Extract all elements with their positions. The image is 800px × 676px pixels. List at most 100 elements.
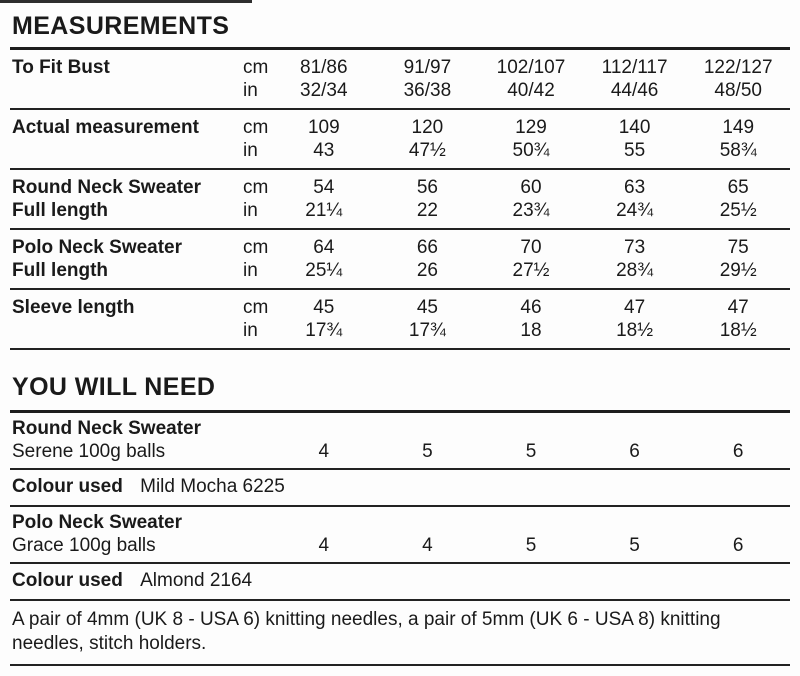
table-row-sleeve-length: Sleeve length cm 45 45 46 47 47 in 17¾ 1… bbox=[10, 290, 790, 348]
cell-value: 81/86 bbox=[300, 57, 348, 78]
divider bbox=[10, 410, 790, 413]
needles-note: A pair of 4mm (UK 8 - USA 6) knitting ne… bbox=[12, 609, 721, 654]
cell-value: 48/50 bbox=[714, 80, 762, 101]
cell-value: 102/107 bbox=[496, 57, 566, 78]
balls-count: 5 bbox=[422, 441, 433, 462]
cell-value: 129 bbox=[515, 117, 547, 138]
cell-value: 63 bbox=[624, 177, 646, 198]
row-label-line2: Full length bbox=[12, 260, 109, 281]
row-label: To Fit Bust bbox=[12, 57, 110, 78]
divider bbox=[10, 505, 790, 507]
cell-value: 45 bbox=[416, 297, 438, 318]
cell-value: 66 bbox=[416, 237, 438, 258]
unit-in: in bbox=[243, 80, 258, 101]
colour-used-label: Colour used bbox=[12, 476, 123, 497]
balls-count: 5 bbox=[525, 535, 537, 556]
cell-value: 47½ bbox=[408, 140, 446, 161]
divider bbox=[10, 348, 790, 350]
cell-value: 46 bbox=[520, 297, 542, 318]
scan-artifact bbox=[0, 0, 252, 3]
divider bbox=[10, 228, 790, 230]
divider bbox=[10, 664, 790, 666]
row-label-line2 bbox=[10, 79, 243, 102]
colour-used-value: Almond 2164 bbox=[140, 570, 253, 591]
garment-name: Polo Neck Sweater bbox=[12, 512, 183, 533]
cell-value: 18½ bbox=[616, 320, 654, 341]
cell-value: 22 bbox=[416, 200, 438, 221]
table-row-actual-measurement: Actual measurement cm 109 120 129 140 14… bbox=[10, 110, 790, 168]
cell-value: 45 bbox=[313, 297, 335, 318]
yarn-label: Grace 100g balls bbox=[12, 535, 156, 556]
cell-value: 54 bbox=[313, 177, 335, 198]
divider bbox=[10, 108, 790, 110]
cell-value: 55 bbox=[624, 140, 646, 161]
cell-value: 109 bbox=[307, 117, 340, 138]
cell-value: 75 bbox=[727, 237, 749, 258]
cell-value: 24¾ bbox=[616, 200, 654, 221]
divider bbox=[10, 288, 790, 290]
cell-value: 25¼ bbox=[305, 260, 343, 281]
cell-value: 50¾ bbox=[512, 140, 550, 161]
unit-in: in bbox=[243, 320, 258, 341]
cell-value: 18½ bbox=[719, 320, 757, 341]
table-row-round-neck-length: Round Neck Sweater cm 54 56 60 63 65 Ful… bbox=[10, 170, 790, 228]
cell-value: 64 bbox=[313, 237, 335, 258]
colour-used-label: Colour used bbox=[12, 570, 123, 591]
cell-value: 47 bbox=[727, 297, 749, 318]
cell-value: 58¾ bbox=[719, 140, 757, 161]
divider bbox=[10, 599, 790, 601]
unit-cm: cm bbox=[243, 57, 269, 78]
cell-value: 18 bbox=[520, 320, 542, 341]
cell-value: 120 bbox=[411, 117, 444, 138]
cell-value: 91/97 bbox=[403, 57, 452, 78]
balls-count: 6 bbox=[732, 441, 744, 462]
cell-value: 17¾ bbox=[305, 320, 343, 341]
balls-count: 4 bbox=[422, 535, 433, 556]
colour-row-polo-neck: Colour used Almond 2164 bbox=[10, 564, 790, 599]
cell-value: 26 bbox=[416, 260, 438, 281]
cell-value: 44/46 bbox=[610, 80, 659, 101]
yarn-row-round-neck: Round Neck Sweater Serene 100g balls 4 5… bbox=[10, 413, 790, 468]
cell-value: 36/38 bbox=[403, 80, 452, 101]
row-label: Round Neck Sweater bbox=[12, 177, 201, 198]
cell-value: 112/117 bbox=[601, 57, 668, 78]
cell-value: 23¾ bbox=[512, 200, 550, 221]
table-row-to-fit-bust: To Fit Bust cm 81/86 91/97 102/107 112/1… bbox=[10, 50, 790, 108]
row-label-line2 bbox=[10, 139, 243, 162]
cell-value: 73 bbox=[624, 237, 646, 258]
row-label-line2 bbox=[10, 319, 243, 342]
unit-in: in bbox=[243, 140, 258, 161]
unit-cm: cm bbox=[243, 177, 269, 198]
cell-value: 70 bbox=[520, 237, 542, 258]
you-will-need-heading: YOU WILL NEED bbox=[12, 373, 216, 401]
garment-name: Round Neck Sweater bbox=[12, 418, 201, 439]
unit-in: in bbox=[243, 200, 258, 221]
cell-value: 140 bbox=[618, 117, 651, 138]
unit-cm: cm bbox=[243, 297, 269, 318]
balls-count: 6 bbox=[629, 441, 640, 462]
divider bbox=[10, 468, 790, 470]
unit-cm: cm bbox=[243, 117, 269, 138]
balls-count: 4 bbox=[318, 441, 330, 462]
unit-cm: cm bbox=[243, 237, 269, 258]
yarn-row-polo-neck: Polo Neck Sweater Grace 100g balls 4 4 5… bbox=[10, 507, 790, 562]
row-label: Polo Neck Sweater bbox=[12, 237, 183, 258]
colour-row-round-neck: Colour used Mild Mocha 6225 bbox=[10, 470, 790, 505]
colour-used-value: Mild Mocha 6225 bbox=[140, 476, 285, 497]
divider bbox=[10, 168, 790, 170]
balls-count: 6 bbox=[732, 535, 744, 556]
cell-value: 122/127 bbox=[703, 57, 773, 78]
table-row-polo-neck-length: Polo Neck Sweater cm 64 66 70 73 75 Full… bbox=[10, 230, 790, 288]
balls-count: 5 bbox=[525, 441, 537, 462]
row-label-line2: Full length bbox=[12, 200, 109, 221]
cell-value: 60 bbox=[520, 177, 542, 198]
cell-value: 17¾ bbox=[408, 320, 446, 341]
yarn-label: Serene 100g balls bbox=[12, 441, 166, 462]
cell-value: 43 bbox=[313, 140, 335, 161]
cell-value: 21¼ bbox=[305, 200, 343, 221]
row-label: Sleeve length bbox=[12, 297, 135, 318]
cell-value: 149 bbox=[722, 117, 755, 138]
unit-in: in bbox=[243, 260, 258, 281]
balls-count: 4 bbox=[318, 535, 330, 556]
